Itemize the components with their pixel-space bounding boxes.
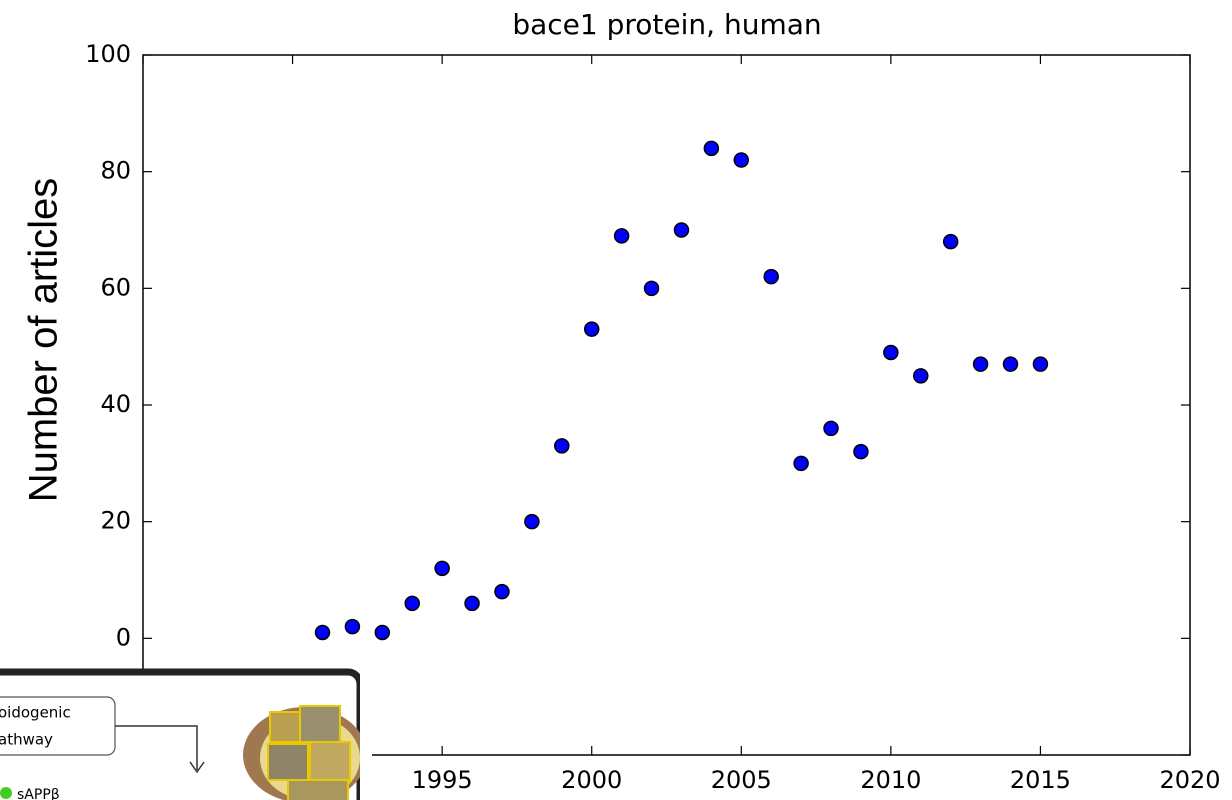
point	[763, 268, 779, 285]
cell-image	[309, 741, 351, 783]
y-tick-label: 0	[116, 623, 131, 651]
y-tick-label: 20	[100, 507, 131, 535]
point	[793, 455, 809, 472]
cell-image	[269, 711, 305, 743]
point	[583, 321, 600, 337]
point	[673, 222, 690, 238]
x-tick-label: 1995	[412, 766, 473, 794]
cell-image	[299, 705, 341, 743]
point	[613, 228, 630, 244]
point	[494, 583, 510, 600]
point	[643, 280, 660, 297]
box-label: oidogenic	[0, 704, 71, 722]
y-axis-label: Number of articles	[22, 178, 66, 503]
y-tick-label: 100	[85, 40, 131, 68]
y-tick-label: 80	[100, 157, 131, 185]
point	[374, 624, 391, 641]
green-dot	[0, 787, 12, 799]
point	[554, 438, 570, 454]
point	[464, 595, 480, 612]
point	[1002, 356, 1019, 372]
y-tick-label: 40	[100, 390, 131, 418]
point	[344, 618, 361, 635]
cell-image	[267, 743, 309, 781]
point	[404, 595, 420, 612]
plot-frame	[142, 54, 1191, 756]
point	[853, 443, 869, 460]
point	[942, 233, 959, 250]
inset-edge	[360, 660, 372, 800]
arrow	[115, 725, 205, 774]
point	[314, 624, 331, 641]
box-label: athway	[0, 731, 53, 749]
point	[434, 560, 450, 577]
chart-title: bace1 protein, human	[512, 8, 821, 41]
point	[1032, 356, 1049, 372]
point	[703, 140, 720, 157]
x-tick-label: 2000	[561, 766, 622, 794]
point	[823, 420, 839, 437]
point	[883, 344, 899, 361]
product-label: sAPPβ	[17, 787, 60, 800]
cell-image	[287, 779, 349, 800]
point	[972, 356, 989, 372]
x-tick-label: 2015	[1010, 766, 1071, 794]
point	[733, 152, 750, 168]
inset-image: oidogenic athway sAPPβ	[0, 660, 372, 800]
point	[524, 513, 540, 530]
point	[913, 368, 929, 384]
x-tick-label: 2005	[711, 766, 772, 794]
x-tick-label: 2010	[860, 766, 921, 794]
x-tick-label: 2020	[1159, 766, 1220, 794]
y-tick-label: 60	[100, 273, 131, 301]
